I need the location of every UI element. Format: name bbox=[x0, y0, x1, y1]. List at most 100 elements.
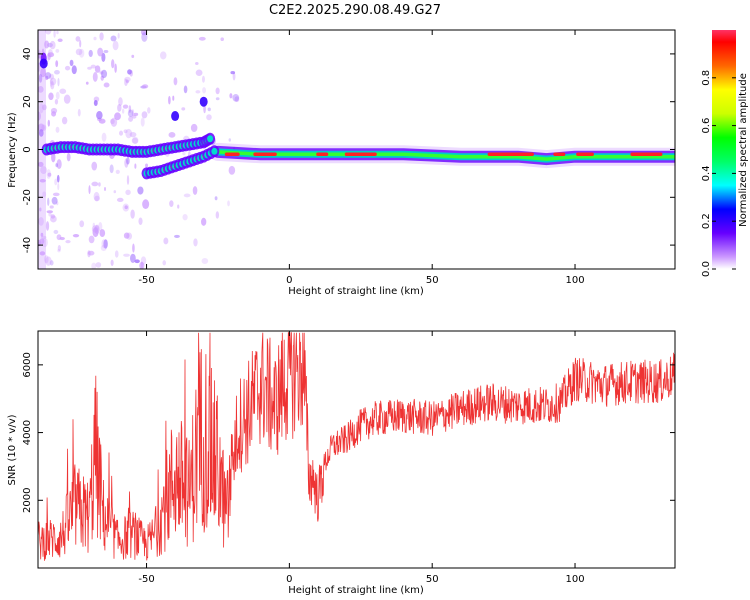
noise-speckle bbox=[110, 118, 115, 125]
noise-speckle bbox=[50, 214, 56, 219]
noise-speckle bbox=[56, 174, 60, 183]
noise-speckle bbox=[131, 54, 135, 58]
noise-speckle bbox=[134, 259, 140, 264]
noise-speckle bbox=[140, 30, 147, 36]
noise-speckle bbox=[195, 90, 201, 94]
main-trace-inner bbox=[216, 150, 675, 161]
noise-speckle bbox=[214, 196, 218, 201]
noise-speckle bbox=[163, 237, 169, 245]
noise-speckle bbox=[177, 204, 180, 209]
noise-speckle bbox=[193, 238, 198, 247]
y-tick-label: -20 bbox=[22, 189, 33, 205]
noise-speckle bbox=[49, 79, 53, 87]
snr-panel: -50 0 50 100 2000 4000 6000 Height of straight… bbox=[7, 330, 676, 596]
noise-speckle bbox=[141, 32, 148, 42]
noise-speckle bbox=[55, 163, 58, 168]
noise-speckle bbox=[228, 165, 236, 175]
noise-speckle bbox=[123, 232, 130, 239]
noise-speckle bbox=[39, 179, 46, 183]
noise-speckle bbox=[54, 69, 60, 75]
noise-speckle bbox=[39, 251, 46, 256]
noise-speckle bbox=[93, 191, 100, 202]
isolated-blob bbox=[39, 58, 48, 69]
noise-speckle bbox=[88, 235, 95, 244]
y-tick-label: 20 bbox=[22, 95, 33, 108]
noise-speckle bbox=[122, 104, 129, 109]
noise-speckle bbox=[220, 37, 224, 42]
noise-speckle bbox=[124, 78, 128, 87]
colorbar-ticks: 0.0 0.2 0.4 0.6 0.8 bbox=[701, 70, 736, 277]
noise-speckle bbox=[49, 260, 54, 266]
noise-speckle bbox=[168, 95, 171, 105]
noise-speckle bbox=[174, 234, 180, 239]
noise-speckle bbox=[206, 114, 212, 121]
noise-speckle bbox=[110, 117, 118, 127]
noise-speckle bbox=[119, 130, 124, 136]
noise-speckle bbox=[201, 75, 205, 83]
noise-speckle bbox=[44, 40, 50, 49]
noise-speckle bbox=[55, 60, 59, 68]
noise-speckle bbox=[59, 88, 67, 94]
noise-speckle bbox=[103, 50, 109, 54]
noise-speckle bbox=[39, 238, 45, 245]
noise-speckle bbox=[118, 97, 123, 106]
noise-speckle bbox=[123, 253, 130, 257]
noise-speckle bbox=[77, 108, 81, 117]
noise-speckle bbox=[44, 255, 49, 264]
noise-speckle bbox=[49, 73, 54, 80]
noise-speckle bbox=[142, 199, 150, 210]
noise-speckle bbox=[103, 239, 108, 249]
noise-speckle bbox=[39, 103, 44, 114]
noise-speckle bbox=[90, 64, 97, 69]
noise-speckle bbox=[38, 161, 44, 167]
noise-speckle bbox=[98, 221, 103, 232]
noise-speckle bbox=[53, 229, 59, 235]
noise-speckle bbox=[72, 233, 80, 238]
colorbar-tick-label: 0.6 bbox=[701, 118, 712, 134]
noise-speckle bbox=[229, 93, 233, 99]
noise-speckle bbox=[230, 70, 236, 75]
noise-speckle bbox=[145, 163, 149, 168]
noise-speckle bbox=[55, 126, 60, 133]
noise-speckle bbox=[169, 200, 174, 207]
noise-speckle bbox=[57, 248, 61, 253]
noise-speckle bbox=[51, 152, 56, 163]
noise-speckle bbox=[114, 112, 121, 121]
noise-speckle bbox=[91, 181, 99, 187]
noise-speckle bbox=[49, 77, 57, 86]
noise-speckle bbox=[63, 94, 71, 104]
noise-speckle bbox=[195, 61, 199, 66]
x-tick-label: 100 bbox=[565, 275, 584, 286]
noise-speckle bbox=[96, 111, 103, 120]
noise-speckle bbox=[147, 107, 151, 114]
noise-speckle bbox=[45, 256, 52, 266]
noise-speckle bbox=[130, 209, 135, 219]
noise-speckle bbox=[42, 104, 47, 111]
snr-frame bbox=[37, 330, 676, 569]
noise-speckle bbox=[64, 65, 71, 71]
noise-speckle bbox=[227, 200, 230, 207]
noise-speckle bbox=[138, 217, 143, 225]
noise-speckle bbox=[124, 158, 129, 168]
snr-plot-area bbox=[38, 332, 675, 561]
noise-speckle bbox=[130, 253, 136, 263]
noise-speckle bbox=[101, 69, 108, 79]
noise-speckle bbox=[131, 109, 135, 117]
noise-speckle bbox=[125, 189, 131, 196]
noise-speckle bbox=[215, 87, 220, 95]
noise-speckle bbox=[93, 99, 98, 106]
noise-speckle bbox=[103, 187, 107, 191]
noise-speckle bbox=[112, 40, 119, 51]
noise-speckle bbox=[79, 220, 85, 228]
spectrogram-xlabel: Height of straight line (km) bbox=[288, 286, 424, 297]
isolated-blob bbox=[171, 111, 180, 122]
noise-speckle bbox=[98, 118, 106, 124]
noise-speckle bbox=[59, 236, 65, 241]
noise-speckle bbox=[173, 77, 178, 86]
noise-speckle bbox=[57, 77, 60, 87]
noise-speckle bbox=[94, 65, 101, 73]
branch-blob-core bbox=[207, 135, 214, 143]
noise-speckle bbox=[128, 116, 134, 122]
noise-speckle bbox=[66, 152, 71, 162]
